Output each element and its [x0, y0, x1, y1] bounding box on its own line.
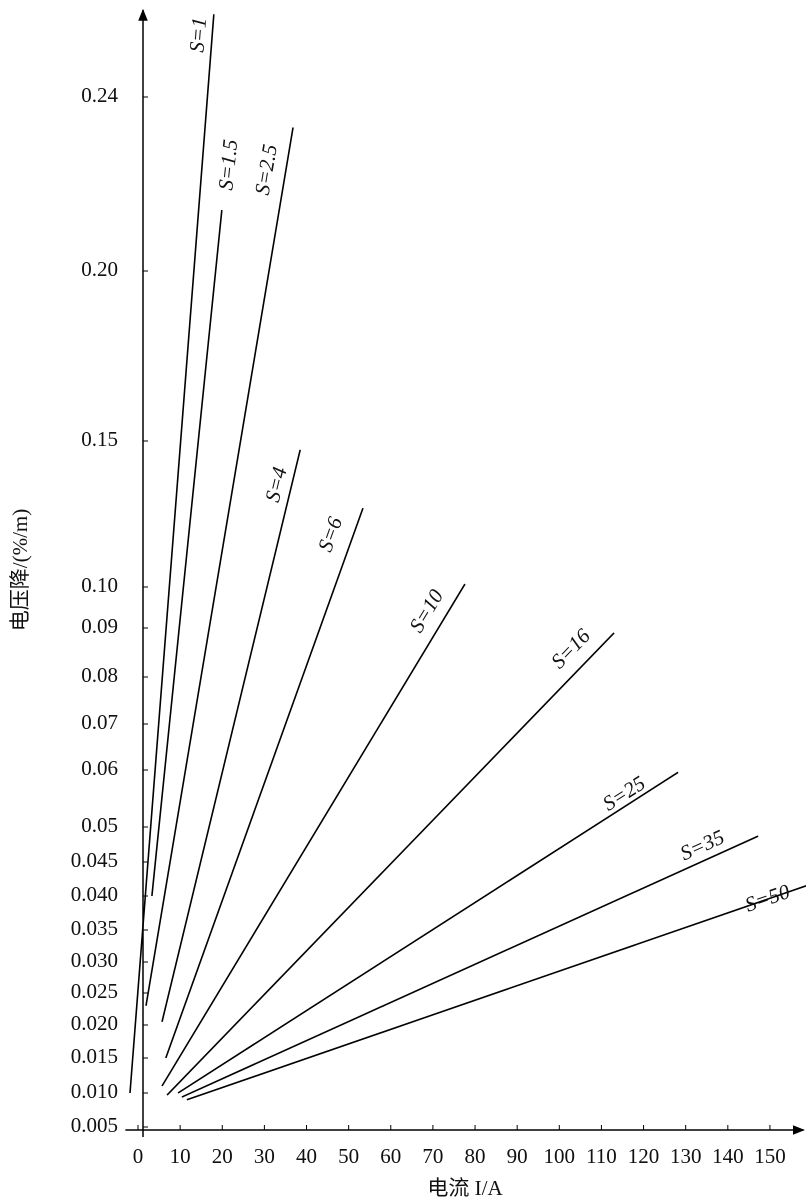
x-tick-label: 20 [212, 1144, 233, 1168]
series-label: S=35 [676, 825, 728, 866]
y-tick-label: 0.06 [81, 756, 118, 780]
x-tick-label: 140 [712, 1144, 744, 1168]
y-tick-label: 0.015 [71, 1044, 118, 1068]
series-label: S=6 [313, 513, 348, 555]
series-line [151, 210, 223, 897]
series-label: S=1 [184, 16, 211, 53]
y-tick-label: 0.045 [71, 848, 118, 872]
x-tick-label: 150 [754, 1144, 786, 1168]
series-line [165, 507, 364, 1059]
y-tick-label: 0.24 [81, 83, 118, 107]
y-tick-label: 0.10 [81, 573, 118, 597]
series-label: S=10 [404, 585, 448, 637]
y-tick-label: 0.09 [81, 614, 118, 638]
x-tick-label: 120 [628, 1144, 660, 1168]
x-tick-label: 30 [254, 1144, 275, 1168]
series-label: S=1.5 [213, 138, 242, 191]
y-tick-label: 0.15 [81, 427, 118, 451]
series-line [145, 127, 294, 1006]
y-tick-label: 0.040 [71, 882, 118, 906]
x-tick-label: 10 [170, 1144, 191, 1168]
series-line [177, 771, 679, 1094]
x-tick-label: 0 [133, 1144, 144, 1168]
series-label: S=2.5 [250, 143, 282, 197]
y-tick-label: 0.005 [71, 1113, 118, 1137]
y-tick-label: 0.020 [71, 1011, 118, 1035]
y-tick-label: 0.010 [71, 1079, 118, 1103]
series-line [161, 583, 466, 1087]
y-tick-label: 0.07 [81, 710, 118, 734]
y-tick-label: 0.035 [71, 916, 118, 940]
x-axis-label: 电流 I/A [427, 1176, 503, 1200]
y-tick-label: 0.025 [71, 979, 118, 1003]
series-line [161, 449, 301, 1022]
series-line [166, 632, 615, 1096]
x-tick-label: 40 [296, 1144, 317, 1168]
x-tick-label: 100 [544, 1144, 576, 1168]
series-label: S=16 [546, 623, 595, 673]
series-label: S=4 [260, 464, 292, 504]
y-tick-label: 0.030 [71, 948, 118, 972]
series-label: S=25 [598, 771, 649, 816]
y-tick-label: 0.20 [81, 257, 118, 281]
series-label: S=50 [742, 879, 793, 917]
series-line [181, 835, 759, 1098]
x-tick-label: 70 [422, 1144, 443, 1168]
x-tick-label: 90 [507, 1144, 528, 1168]
x-tick-label: 130 [670, 1144, 702, 1168]
x-tick-label: 80 [465, 1144, 486, 1168]
y-tick-label: 0.05 [81, 813, 118, 837]
series-line [186, 885, 806, 1101]
x-tick-label: 110 [586, 1144, 617, 1168]
y-tick-label: 0.08 [81, 663, 118, 687]
x-tick-label: 60 [380, 1144, 401, 1168]
x-tick-label: 50 [338, 1144, 359, 1168]
y-axis-label: 电压降/(%/m) [8, 509, 32, 631]
series-line [129, 14, 215, 1094]
